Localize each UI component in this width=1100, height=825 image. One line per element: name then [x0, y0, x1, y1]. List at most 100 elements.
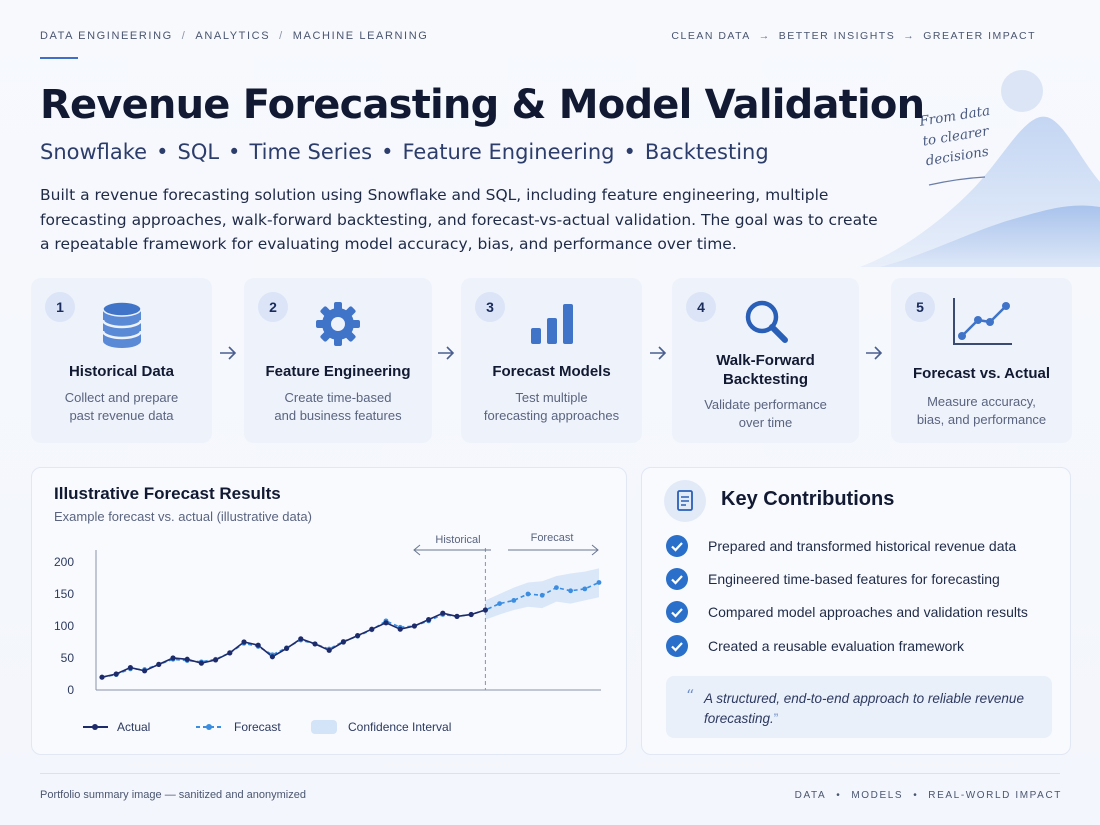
actual-point	[142, 668, 148, 674]
chart-title: Illustrative Forecast Results	[54, 484, 281, 503]
sun-shape	[1001, 70, 1043, 112]
breadcrumb-separator: /	[181, 30, 187, 42]
step-card-forecast-models: 3 Forecast Models Test multiple forecast…	[461, 278, 642, 443]
forecast-point	[511, 598, 517, 603]
actual-point	[397, 626, 403, 632]
contributions-title: Key Contributions	[721, 488, 895, 510]
chart-subtitle: Example forecast vs. actual (illustrativ…	[54, 509, 312, 524]
check-icon	[666, 568, 688, 590]
contribution-text: Created a reusable evaluation framework	[708, 638, 965, 654]
forecast-point	[525, 591, 531, 597]
arrow-right-icon	[220, 346, 237, 360]
step-description: Measure accuracy, bias, and performance	[901, 393, 1062, 429]
actual-point	[369, 626, 375, 632]
actual-point	[284, 645, 290, 651]
tagline-arrow: →	[758, 30, 771, 42]
y-tick-label: 0	[67, 683, 74, 697]
step-description-line: over time	[738, 415, 793, 430]
quote-body: A structured, end-to-end approach to rel…	[704, 691, 1024, 726]
actual-point	[113, 671, 119, 677]
actual-point	[227, 650, 233, 656]
arrow-right-icon	[866, 346, 883, 360]
legend-actual-marker	[92, 724, 98, 730]
actual-point	[170, 655, 176, 661]
line-chart-icon	[952, 298, 1012, 345]
step-title: Forecast Models	[492, 363, 611, 380]
bar-chart-icon	[530, 304, 573, 344]
actual-point	[411, 623, 417, 629]
step-description-line: Measure accuracy,	[927, 394, 1036, 409]
legend-forecast-marker	[206, 724, 212, 730]
tagline-item: BETTER INSIGHTS	[778, 30, 896, 42]
front-hill-shape	[880, 205, 1100, 267]
historical-arrow	[413, 544, 491, 556]
step-description: Test multiple forecasting approaches	[471, 389, 632, 425]
step-title: Historical Data	[68, 363, 175, 380]
actual-point	[298, 636, 304, 642]
tagline-item: GREATER IMPACT	[923, 30, 1036, 42]
page-title: Revenue Forecasting & Model Validation	[40, 82, 925, 128]
contribution-text: Prepared and transformed historical reve…	[708, 538, 1017, 554]
step-description-line: forecasting approaches	[483, 408, 620, 423]
legend-actual-label: Actual	[117, 720, 150, 734]
step-title: Walk-Forward Backtesting	[672, 351, 859, 389]
database-icon	[101, 301, 142, 348]
legend-ci-label: Confidence Interval	[348, 720, 451, 734]
y-tick-label: 200	[54, 555, 74, 569]
step-description-line: past revenue data	[69, 408, 174, 423]
actual-point	[454, 613, 460, 619]
step-number-badge: 5	[905, 292, 935, 322]
quote-close-icon: ”	[773, 711, 779, 726]
step-number-badge: 3	[475, 292, 505, 322]
y-tick-label: 100	[54, 619, 74, 633]
step-number-badge: 4	[686, 292, 716, 322]
historical-region-label: Historical	[435, 534, 480, 546]
tagline: CLEAN DATA → BETTER INSIGHTS → GREATER IMPAC…	[671, 30, 1036, 42]
forecast-line-chart: 0 50 100 150 200 Historical Forecast Actual …	[54, 532, 602, 734]
actual-point	[468, 611, 474, 618]
breadcrumb-item: ANALYTICS	[195, 30, 271, 42]
step-card-historical-data: 1 Historical Data Collect and prepare pa…	[31, 278, 212, 443]
step-description-line: Create time-based	[284, 390, 392, 405]
forecast-point	[596, 580, 602, 585]
step-number-badge: 1	[45, 292, 75, 322]
forecast-point	[554, 585, 559, 590]
tech-tags: Snowflake • SQL • Time Series • Feature Engine…	[40, 140, 769, 164]
actual-point	[340, 639, 346, 645]
mountain-decoration	[860, 70, 1100, 267]
breadcrumb-underline	[40, 57, 78, 59]
actual-point	[255, 642, 261, 648]
actual-point	[269, 654, 275, 660]
breadcrumb: DATA ENGINEERING / ANALYTICS / MACHINE LEARN…	[40, 30, 428, 42]
check-icon	[666, 535, 688, 557]
actual-point	[355, 633, 361, 639]
actual-point	[156, 661, 162, 667]
breadcrumb-item: DATA ENGINEERING	[40, 30, 173, 42]
quote-text: A structured, end-to-end approach to rel…	[704, 689, 1024, 729]
tagline-item: CLEAN DATA	[671, 30, 751, 42]
step-description: Create time-based and business features	[254, 389, 422, 425]
actual-point	[440, 610, 446, 616]
project-description: Built a revenue forecasting solution usi…	[40, 186, 878, 253]
tech-tag: SQL	[177, 140, 220, 164]
step-title-line: Walk-Forward	[716, 352, 815, 369]
y-tick-label: 50	[61, 651, 75, 665]
legend-forecast-label: Forecast	[234, 720, 281, 734]
step-description-line: Test multiple	[515, 390, 588, 405]
gear-icon	[316, 302, 360, 346]
step-card-feature-engineering: 2 Feature Engineering Create time-based …	[244, 278, 432, 443]
step-description: Collect and prepare past revenue data	[41, 389, 202, 425]
actual-series-line	[101, 609, 486, 678]
check-icon	[666, 635, 688, 657]
forecast-arrow	[508, 544, 599, 556]
forecast-point	[497, 601, 502, 606]
step-card-forecast-vs-actual: 5 Forecast vs. Actual Measure accuracy, …	[891, 278, 1072, 443]
document-icon-badge	[664, 480, 706, 522]
step-description-line: Collect and prepare	[64, 390, 179, 405]
document-icon	[677, 490, 693, 511]
breadcrumb-item: MACHINE LEARNING	[292, 30, 429, 42]
actual-point	[426, 617, 432, 623]
forecast-results-card: Illustrative Forecast Results Example fo…	[31, 467, 627, 755]
quote-callout: “ A structured, end-to-end approach to r…	[666, 676, 1052, 738]
key-contributions-card: Key Contributions Prepared and transform…	[641, 467, 1071, 755]
